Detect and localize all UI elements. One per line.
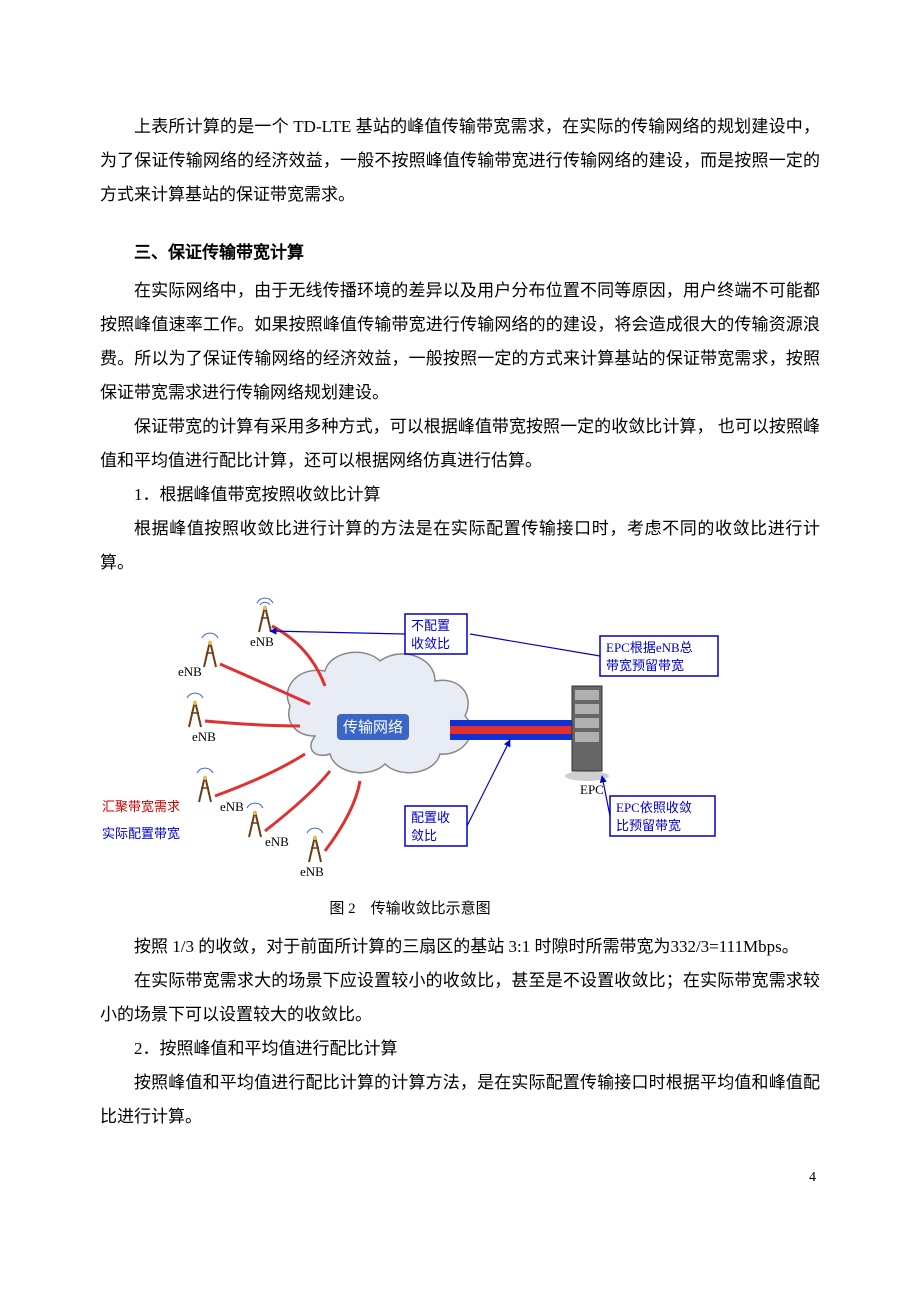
- cloud-icon: 传输网络: [287, 652, 471, 772]
- figure-title: 传输收敛比示意图: [371, 901, 491, 917]
- paragraph-3: 保证带宽的计算有采用多种方式，可以根据峰值带宽按照一定的收敛比计算， 也可以按照…: [100, 410, 820, 478]
- page-number: 4: [100, 1164, 820, 1192]
- document-page: 上表所计算的是一个 TD-LTE 基站的峰值传输带宽需求，在实际的传输网络的规划…: [0, 0, 920, 1242]
- svg-text:汇聚带宽需求: 汇聚带宽需求: [102, 799, 180, 814]
- svg-text:带宽预留带宽: 带宽预留带宽: [606, 658, 684, 673]
- left-legend: 汇聚带宽需求 实际配置带宽: [102, 799, 180, 841]
- enb-label-2: eNB: [178, 664, 202, 679]
- svg-text:EPC根据eNB总: EPC根据eNB总: [606, 640, 693, 655]
- enb-group: eNB eNB eNB: [178, 598, 324, 879]
- enb-label-1: eNB: [250, 634, 274, 649]
- figure-caption: 图 2 传输收敛比示意图: [100, 894, 720, 924]
- callout-epc-top: EPC根据eNB总 带宽预留带宽: [470, 634, 718, 676]
- svg-text:收敛比: 收敛比: [411, 636, 450, 651]
- paragraph-2: 在实际网络中，由于无线传播环境的差异以及用户分布位置不同等原因，用户终端不可能都…: [100, 274, 820, 410]
- epc-server-icon: [565, 686, 609, 781]
- svg-text:EPC依照收敛: EPC依照收敛: [616, 800, 692, 815]
- section-heading: 三、保证传输带宽计算: [100, 236, 820, 270]
- figure-number: 图 2: [329, 901, 355, 917]
- paragraph-7: 在实际带宽需求大的场景下应设置较小的收敛比，甚至是不设置收敛比；在实际带宽需求较…: [100, 964, 820, 1032]
- paragraph-8: 2．按照峰值和平均值进行配比计算: [100, 1032, 820, 1066]
- enb-label-4: eNB: [220, 799, 244, 814]
- figure-2: 传输网络 eNB: [100, 586, 720, 924]
- callout-epc-bottom: EPC依照收敛 比预留带宽: [602, 776, 715, 836]
- paragraph-5: 根据峰值按照收敛比进行计算的方法是在实际配置传输接口时，考虑不同的收敛比进行计算…: [100, 512, 820, 580]
- enb-label-6: eNB: [300, 864, 324, 879]
- paragraph-6: 按照 1/3 的收敛，对于前面所计算的三扇区的基站 3:1 时隙时所需带宽为33…: [100, 930, 820, 964]
- enb-label-5: eNB: [265, 834, 289, 849]
- svg-text:比预留带宽: 比预留带宽: [616, 818, 681, 833]
- network-diagram: 传输网络 eNB: [100, 586, 720, 886]
- paragraph-9: 按照峰值和平均值进行配比计算的计算方法，是在实际配置传输接口时根据平均值和峰值配…: [100, 1066, 820, 1134]
- svg-text:配置收: 配置收: [411, 810, 450, 825]
- paragraph-1: 上表所计算的是一个 TD-LTE 基站的峰值传输带宽需求，在实际的传输网络的规划…: [100, 110, 820, 212]
- backhaul-link: [450, 720, 572, 740]
- svg-text:不配置: 不配置: [411, 618, 450, 633]
- svg-text:实际配置带宽: 实际配置带宽: [102, 826, 180, 841]
- cloud-label: 传输网络: [343, 719, 403, 736]
- enb-label-3: eNB: [192, 729, 216, 744]
- paragraph-4: 1．根据峰值带宽按照收敛比计算: [100, 478, 820, 512]
- svg-text:敛比: 敛比: [411, 828, 437, 843]
- epc-label: EPC: [580, 782, 604, 797]
